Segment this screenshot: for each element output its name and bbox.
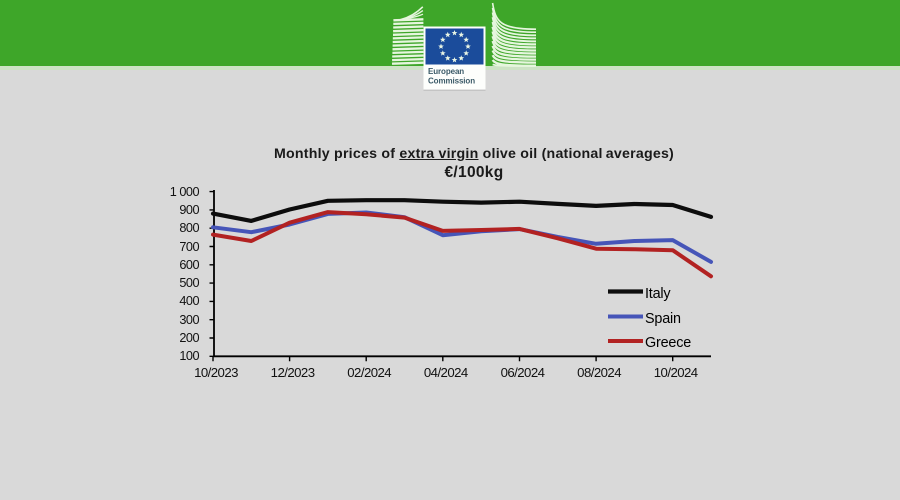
svg-text:European: European (428, 67, 464, 76)
svg-text:Commission: Commission (428, 77, 475, 86)
